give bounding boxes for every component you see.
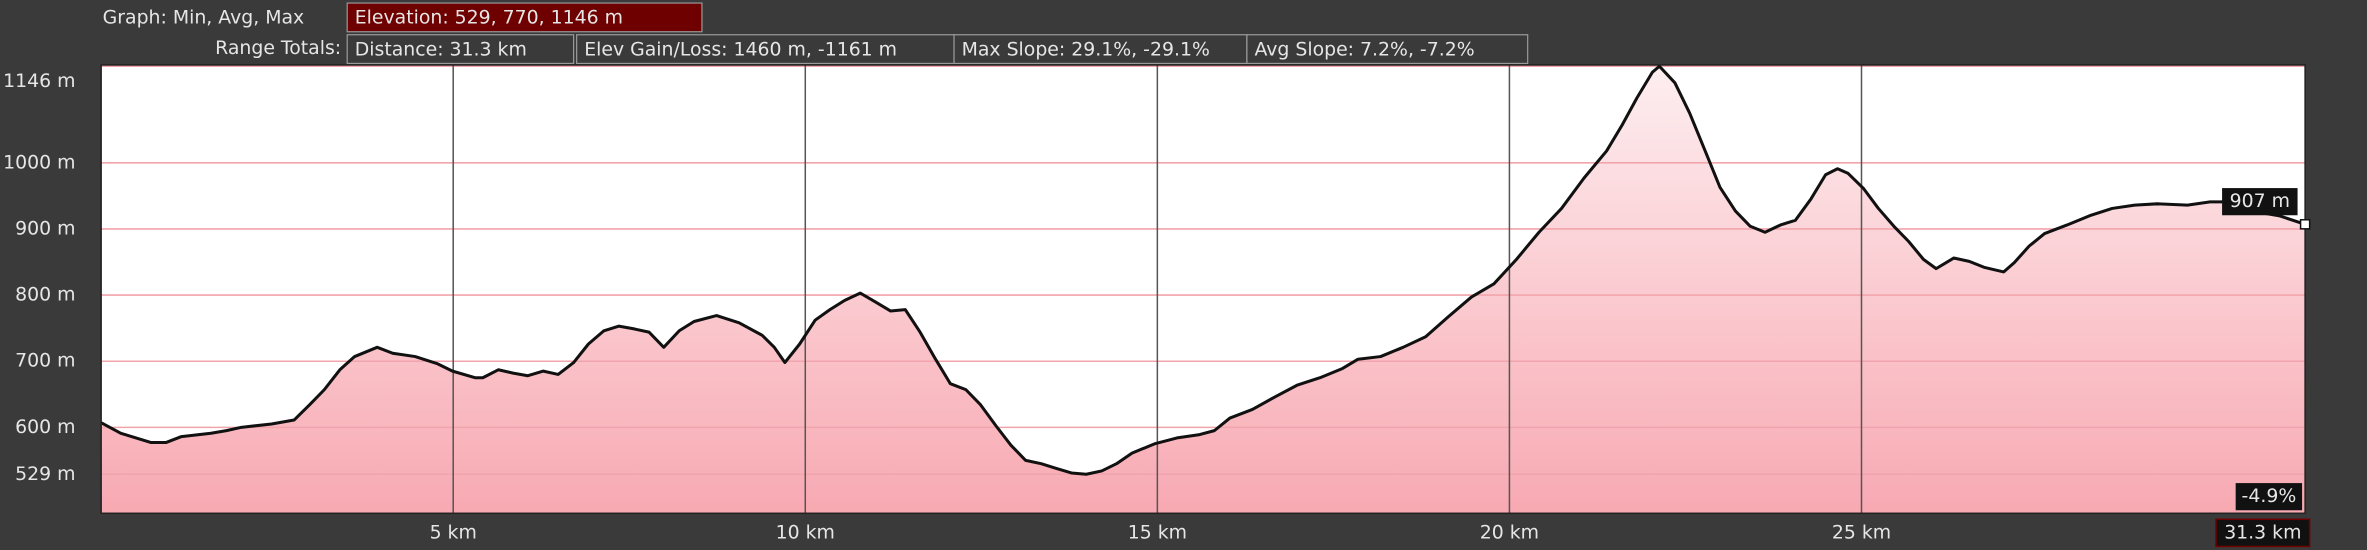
- y-tick-label: 700 m: [15, 350, 75, 372]
- range-total: Elev Gain/Loss: 1460 m, -1161 m: [584, 38, 897, 60]
- range-boxes: Distance: 31.3 km Elev Gain/Loss: 1460 m,…: [346, 34, 1529, 65]
- range-box: [953, 34, 1248, 65]
- graph-label: Graph: Min, Avg, Max: [103, 7, 305, 29]
- x-tick-label: 20 km: [1480, 521, 1539, 543]
- x-tick-label: 5 km: [430, 521, 477, 543]
- plot-border: [100, 64, 2306, 515]
- y-tick-label: 600 m: [15, 416, 75, 438]
- cursor-x-box: [2215, 518, 2311, 548]
- elevation-box[interactable]: [346, 2, 703, 33]
- range-total: Distance: 31.3 km: [355, 38, 527, 60]
- cursor-marker: [2299, 219, 2311, 230]
- range-total: Avg Slope: 7.2%, -7.2%: [1254, 38, 1474, 60]
- x-tick-label: 10 km: [776, 521, 835, 543]
- elevation-line: [100, 64, 2306, 476]
- y-tick-label: 1000 m: [3, 151, 75, 173]
- range-box: [346, 34, 575, 65]
- x-tick-label: 15 km: [1128, 521, 1187, 543]
- cursor-distance: 31.3 km: [2224, 521, 2301, 543]
- plot: 529 m 600 m 700 m 800 m 900 m 1000 m 1146 m 5 k…: [3, 64, 2311, 548]
- y-tick-label: 1146 m: [3, 70, 75, 92]
- elevation-fill: [101, 66, 2306, 514]
- cursor-slope: -4.9%: [2242, 485, 2297, 507]
- x-tick-label: 25 km: [1832, 521, 1891, 543]
- cursor-y-box: [2222, 188, 2298, 216]
- range-box: [1246, 34, 1529, 65]
- y-tick-label: 800 m: [15, 284, 75, 306]
- range-total: Max Slope: 29.1%, -29.1%: [962, 38, 1210, 60]
- y-tick-label: 529 m: [15, 463, 75, 485]
- cursor-slope-box: [2235, 483, 2303, 511]
- range-label: Range Totals:: [215, 37, 341, 59]
- y-tick-label: 900 m: [15, 217, 75, 239]
- elevation-summary: Elevation: 529, 770, 1146 m: [355, 7, 623, 29]
- range-box: [576, 34, 955, 65]
- cursor-elevation: 907 m: [2230, 190, 2290, 212]
